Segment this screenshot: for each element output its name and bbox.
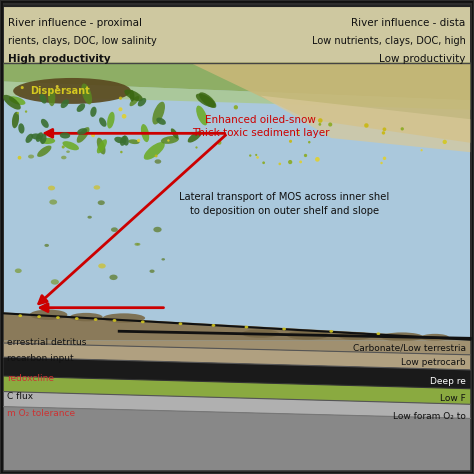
Polygon shape <box>4 341 470 355</box>
Ellipse shape <box>137 139 140 142</box>
Ellipse shape <box>119 97 122 100</box>
Ellipse shape <box>195 146 198 148</box>
Ellipse shape <box>122 114 127 118</box>
Ellipse shape <box>155 159 161 164</box>
Ellipse shape <box>129 96 139 106</box>
Ellipse shape <box>234 105 238 109</box>
Ellipse shape <box>315 157 320 162</box>
Text: Carbonate/Low terrestria: Carbonate/Low terrestria <box>353 343 465 352</box>
Ellipse shape <box>328 122 332 127</box>
Ellipse shape <box>249 155 251 157</box>
Ellipse shape <box>13 78 131 104</box>
Ellipse shape <box>167 139 170 142</box>
Ellipse shape <box>171 128 178 139</box>
Ellipse shape <box>70 313 103 321</box>
Ellipse shape <box>82 83 92 104</box>
Text: Dispersant: Dispersant <box>30 86 90 96</box>
Ellipse shape <box>61 100 69 108</box>
Text: redoxcline: redoxcline <box>7 374 54 383</box>
Ellipse shape <box>94 318 98 321</box>
Ellipse shape <box>93 185 100 190</box>
Polygon shape <box>4 63 470 100</box>
Polygon shape <box>4 407 470 470</box>
Polygon shape <box>4 312 470 341</box>
Ellipse shape <box>18 156 21 160</box>
Ellipse shape <box>128 139 139 144</box>
Ellipse shape <box>49 200 57 205</box>
Ellipse shape <box>382 131 385 135</box>
Ellipse shape <box>255 154 257 156</box>
Polygon shape <box>4 376 470 404</box>
Text: Low productivity: Low productivity <box>379 54 465 64</box>
Ellipse shape <box>129 90 135 101</box>
Ellipse shape <box>9 96 26 105</box>
Ellipse shape <box>211 324 215 327</box>
Ellipse shape <box>120 136 127 146</box>
Text: Deep re: Deep re <box>429 377 465 386</box>
Ellipse shape <box>299 160 302 164</box>
Text: Low F: Low F <box>440 394 465 402</box>
Ellipse shape <box>179 322 182 325</box>
Polygon shape <box>4 82 470 110</box>
Ellipse shape <box>154 227 162 232</box>
Ellipse shape <box>66 150 70 153</box>
Ellipse shape <box>380 162 383 164</box>
Ellipse shape <box>338 332 371 340</box>
Text: Low foram O₂ to: Low foram O₂ to <box>392 411 465 420</box>
Ellipse shape <box>289 140 292 143</box>
Ellipse shape <box>12 112 19 128</box>
Text: Enhanced oiled-snow
Thick toxic sediment layer: Enhanced oiled-snow Thick toxic sediment… <box>192 115 329 138</box>
Text: Lateral transport of MOS across inner shel
to deposition on outer shelf and slop: Lateral transport of MOS across inner sh… <box>179 192 389 216</box>
Ellipse shape <box>297 131 300 134</box>
Polygon shape <box>4 343 470 370</box>
Ellipse shape <box>31 133 42 139</box>
Ellipse shape <box>36 132 43 142</box>
Ellipse shape <box>401 127 404 130</box>
Ellipse shape <box>120 151 123 153</box>
Ellipse shape <box>364 123 369 128</box>
Ellipse shape <box>91 133 95 137</box>
Ellipse shape <box>21 86 24 89</box>
Ellipse shape <box>421 334 449 341</box>
Ellipse shape <box>98 201 105 205</box>
Ellipse shape <box>48 89 55 106</box>
Ellipse shape <box>60 132 70 138</box>
Ellipse shape <box>152 102 165 125</box>
Polygon shape <box>261 96 470 152</box>
Ellipse shape <box>40 138 55 144</box>
Text: Low petrocarb: Low petrocarb <box>401 358 465 367</box>
Ellipse shape <box>383 156 386 160</box>
Ellipse shape <box>319 123 321 126</box>
Ellipse shape <box>162 258 165 261</box>
Ellipse shape <box>48 186 55 191</box>
Ellipse shape <box>62 146 65 148</box>
Ellipse shape <box>17 112 19 114</box>
Ellipse shape <box>25 110 27 113</box>
Ellipse shape <box>113 319 117 322</box>
Ellipse shape <box>88 216 92 219</box>
Ellipse shape <box>156 118 166 125</box>
Text: m O₂ tolerance: m O₂ tolerance <box>7 409 75 418</box>
Ellipse shape <box>90 107 97 117</box>
Ellipse shape <box>56 85 59 88</box>
Ellipse shape <box>137 243 140 246</box>
Ellipse shape <box>37 146 52 157</box>
Ellipse shape <box>26 134 33 143</box>
Ellipse shape <box>245 326 248 328</box>
Ellipse shape <box>161 136 179 144</box>
Ellipse shape <box>381 332 423 341</box>
Text: Low nutrients, clays, DOC, high: Low nutrients, clays, DOC, high <box>312 36 465 46</box>
Text: River influence - dista: River influence - dista <box>351 18 465 27</box>
Ellipse shape <box>376 332 380 335</box>
Polygon shape <box>190 63 470 143</box>
Ellipse shape <box>138 98 146 107</box>
Ellipse shape <box>124 90 143 101</box>
Ellipse shape <box>122 136 129 146</box>
Ellipse shape <box>99 118 107 127</box>
FancyBboxPatch shape <box>4 6 470 63</box>
Ellipse shape <box>111 228 118 232</box>
Ellipse shape <box>75 317 79 320</box>
Ellipse shape <box>420 149 423 151</box>
Ellipse shape <box>40 134 46 144</box>
